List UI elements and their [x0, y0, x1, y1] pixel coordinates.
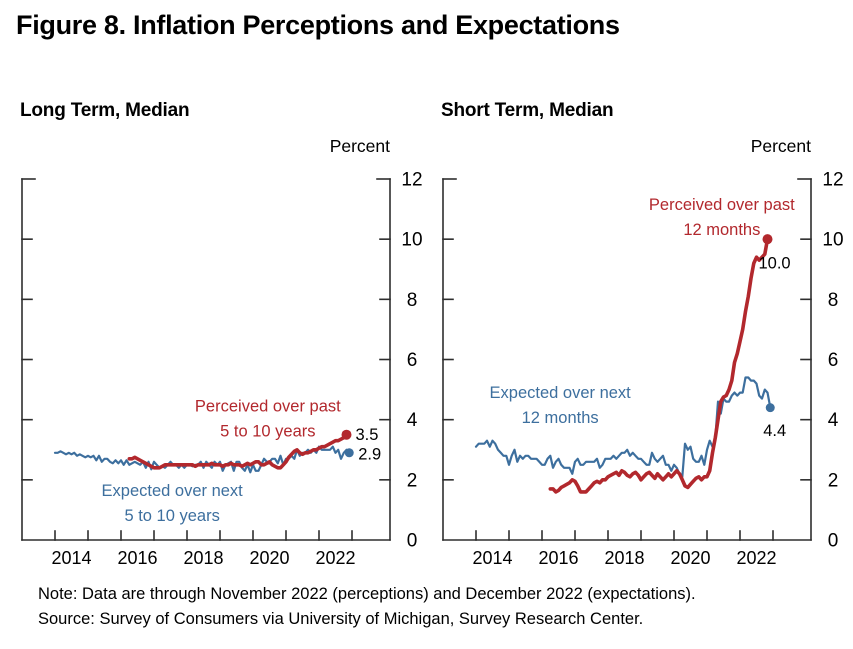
- long-term-perceived-end-value-label: 3.5: [356, 426, 379, 444]
- short-term-x-tick-label: 2016: [538, 548, 578, 568]
- long-term-blue-series-label: Expected over next 5 to 10 years: [102, 482, 244, 525]
- long-term-y-axis-unit-label: Percent: [330, 136, 390, 156]
- panel-title-short-term: Short Term, Median: [441, 100, 614, 121]
- short-term-blue-series-label: Expected over next 12 months: [490, 384, 632, 427]
- short-term-y-tick-label: 6: [828, 350, 839, 371]
- figure-source: Source: Survey of Consumers via Universi…: [38, 610, 644, 628]
- short-term-chart: Percent 0 2 4 6 8 10 12 2014 2016 2018 2020 2022 4.4 1…: [442, 136, 844, 568]
- short-term-y-tick-label: 0: [828, 531, 839, 552]
- short-term-y-tick-label: 8: [828, 290, 839, 311]
- long-term-x-tick-label: 2016: [117, 548, 157, 568]
- long-term-expected-end-value-label: 2.9: [358, 445, 381, 463]
- long-term-x-tick-label: 2014: [51, 548, 91, 568]
- figure-title: Figure 8. Inflation Perceptions and Expe…: [16, 10, 620, 40]
- short-term-perceived-end-dot: [762, 234, 773, 245]
- short-term-x-tick-label: 2020: [670, 548, 710, 568]
- short-term-expected-end-value-label: 4.4: [763, 422, 786, 440]
- panel-short-term: Short Term, Median Percent 0 2 4 6 8 10 12 2014 2…: [433, 100, 853, 576]
- long-term-y-tick-label: 0: [407, 531, 418, 552]
- figure-footnotes: Note: Data are through November 2022 (pe…: [38, 582, 696, 632]
- short-term-x-tick-label: 2014: [472, 548, 512, 568]
- panel-title-long-term: Long Term, Median: [20, 100, 190, 121]
- long-term-y-tick-label: 12: [401, 170, 422, 191]
- long-term-expected-end-dot: [344, 448, 354, 458]
- long-term-perceived-line: [127, 432, 349, 470]
- short-term-y-tick-label: 2: [828, 470, 839, 491]
- short-term-x-tick-label: 2022: [736, 548, 776, 568]
- long-term-y-tick-label: 2: [407, 470, 418, 491]
- short-term-red-series-label: Perceived over past 12 months: [649, 196, 795, 239]
- figure-note: Note: Data are through November 2022 (pe…: [38, 585, 696, 603]
- short-term-y-tick-label: 4: [828, 410, 839, 431]
- short-term-perceived-end-value-label: 10.0: [759, 255, 791, 273]
- short-term-expected-end-dot: [765, 403, 775, 413]
- long-term-expected-line: [53, 445, 351, 474]
- short-term-perceived-line: [548, 237, 770, 494]
- long-term-perceived-end-dot: [341, 429, 352, 440]
- long-term-y-tick-label: 10: [401, 230, 422, 251]
- long-term-y-tick-label: 8: [407, 290, 418, 311]
- short-term-y-tick-label: 12: [822, 170, 843, 191]
- long-term-x-tick-label: 2020: [249, 548, 289, 568]
- panel-long-term: Long Term, Median Percent 0 2 4 6 8 10 12 2014 20…: [12, 100, 434, 576]
- long-term-y-tick-label: 6: [407, 350, 418, 371]
- long-term-chart: Percent 0 2 4 6 8 10 12 2014 2016 2018 2020 2022 2.93…: [21, 136, 423, 568]
- short-term-x-tick-label: 2018: [604, 548, 644, 568]
- long-term-y-tick-label: 4: [407, 410, 418, 431]
- long-term-red-series-label: Perceived over past 5 to 10 years: [195, 398, 341, 441]
- short-term-y-axis-unit-label: Percent: [751, 136, 811, 156]
- short-term-y-tick-label: 10: [822, 230, 843, 251]
- long-term-x-tick-label: 2018: [183, 548, 223, 568]
- short-term-axes: [442, 178, 812, 541]
- long-term-axes: [21, 178, 391, 541]
- long-term-x-tick-label: 2022: [315, 548, 355, 568]
- short-term-expected-line: [474, 376, 772, 478]
